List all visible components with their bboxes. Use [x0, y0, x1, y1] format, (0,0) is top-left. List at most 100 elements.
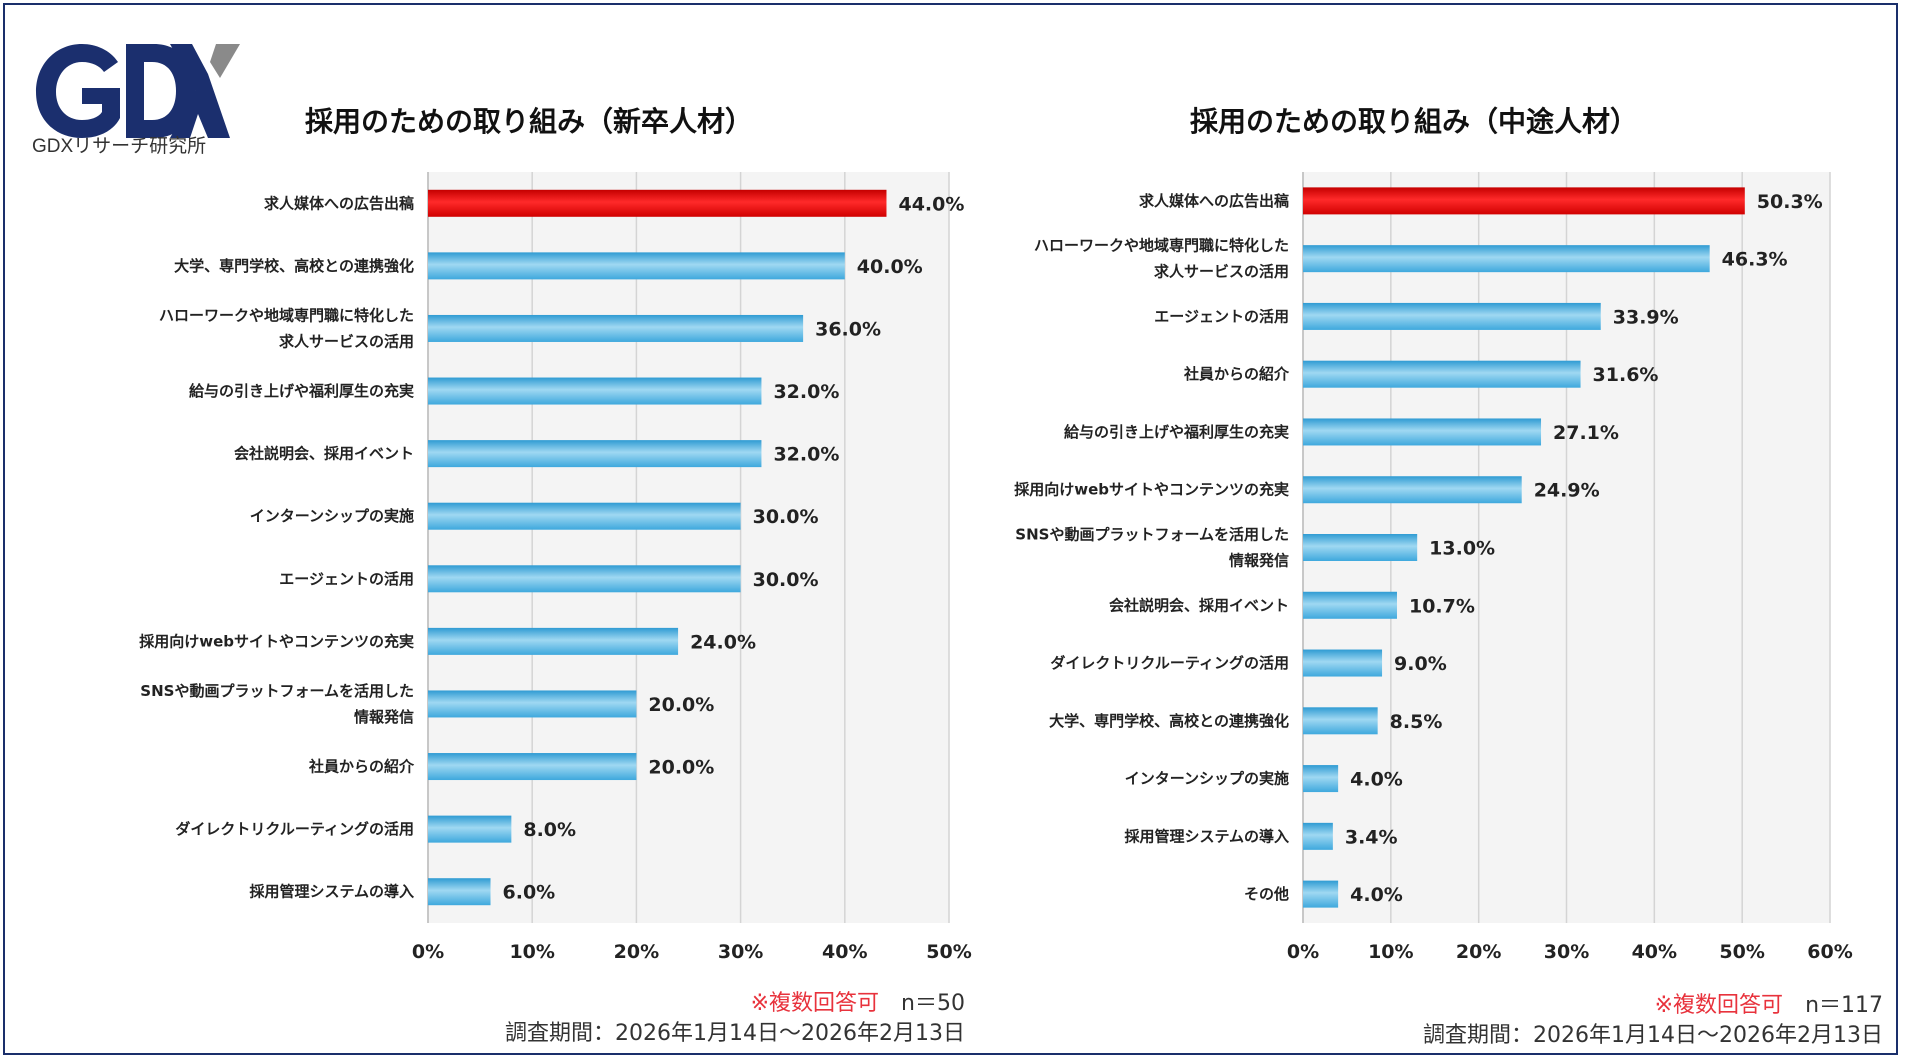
category-label: 大学、専門学校、高校との連携強化	[174, 257, 414, 275]
multiple-answer-note: ※複数回答可	[1654, 993, 1784, 1018]
data-label: 24.0%	[690, 631, 756, 653]
bar-highlight	[1303, 187, 1745, 215]
bar	[1303, 534, 1418, 561]
category-label: 大学、専門学校、高校との連携強化	[1049, 712, 1289, 730]
x-tick-label: 10%	[1368, 941, 1413, 963]
category-label: 求人サービスの活用	[1154, 263, 1289, 281]
category-label: その他	[1244, 885, 1289, 903]
sample-size: n＝117	[1805, 993, 1883, 1018]
data-label: 32.0%	[773, 444, 839, 466]
category-label: 社員からの紹介	[1183, 365, 1290, 383]
data-label: 32.0%	[773, 381, 839, 403]
bar	[428, 815, 512, 843]
data-label: 8.5%	[1390, 711, 1443, 733]
bar	[1303, 360, 1581, 388]
data-label: 46.3%	[1722, 249, 1788, 271]
category-label: 会社説明会、採用イベント	[1109, 596, 1289, 614]
footer-note-new-grad: ※複数回答可 n＝50	[751, 985, 965, 1017]
data-label: 13.0%	[1429, 538, 1495, 560]
brand-name: GDXリサーチ研究所	[32, 136, 207, 157]
category-label: 採用向けwebサイトやコンテンツの充実	[139, 632, 414, 650]
category-label: インターンシップの実施	[1125, 770, 1289, 788]
data-label: 30.0%	[753, 569, 819, 591]
bar	[1303, 245, 1710, 273]
category-label: 求人サービスの活用	[279, 332, 414, 350]
x-tick-label: 50%	[1719, 941, 1764, 963]
bar	[428, 502, 741, 530]
category-label: 求人媒体への広告出稿	[264, 194, 414, 212]
data-label: 44.0%	[898, 193, 964, 215]
logo-letter-d	[126, 44, 196, 138]
bar	[428, 377, 762, 405]
category-label: 採用向けwebサイトやコンテンツの充実	[1014, 481, 1289, 499]
gdx-logo	[36, 44, 240, 138]
bar	[428, 627, 679, 655]
category-label: 情報発信	[1229, 552, 1289, 570]
data-label: 6.0%	[503, 882, 556, 904]
logo-letter-x-gray	[210, 44, 240, 78]
footer-note-mid-career: ※複数回答可 n＝117	[1655, 987, 1883, 1019]
bar	[1303, 765, 1339, 793]
bar	[428, 314, 804, 342]
x-tick-label: 0%	[412, 941, 444, 963]
bar-highlight	[428, 189, 887, 217]
category-label: ハローワークや地域専門職に特化した	[159, 306, 414, 324]
survey-period-mid-career: 調査期間：2026年1月14日～2026年2月13日	[1423, 1023, 1883, 1048]
data-label: 10.7%	[1409, 595, 1475, 617]
x-tick-label: 40%	[1632, 941, 1677, 963]
bar	[1303, 591, 1397, 619]
x-tick-label: 30%	[718, 941, 763, 963]
bar	[428, 690, 637, 718]
category-label: ダイレクトリクルーティングの活用	[1050, 654, 1289, 672]
data-label: 30.0%	[753, 506, 819, 528]
category-label: 会社説明会、採用イベント	[234, 445, 414, 463]
x-tick-label: 30%	[1544, 941, 1589, 963]
data-label: 50.3%	[1757, 191, 1823, 213]
data-label: 27.1%	[1553, 422, 1619, 444]
multiple-answer-note: ※複数回答可	[750, 991, 880, 1016]
category-label: エージェントの活用	[1154, 307, 1289, 325]
bar	[1303, 476, 1522, 504]
bar	[1303, 302, 1601, 330]
x-tick-label: 40%	[822, 941, 867, 963]
data-label: 4.0%	[1350, 884, 1403, 906]
data-label: 36.0%	[815, 318, 881, 340]
x-tick-label: 60%	[1807, 941, 1852, 963]
category-label: エージェントの活用	[279, 570, 414, 588]
x-tick-label: 50%	[926, 941, 971, 963]
chart-title-new-grad: 採用のための取り組み（新卒人材）	[305, 105, 754, 138]
bar	[428, 252, 845, 280]
category-label: 給与の引き上げや福利厚生の充実	[1064, 423, 1289, 441]
category-label: 情報発信	[354, 708, 414, 726]
category-label: ハローワークや地域専門職に特化した	[1034, 237, 1289, 255]
data-label: 20.0%	[648, 757, 714, 779]
chart-title-mid-career: 採用のための取り組み（中途人材）	[1190, 105, 1639, 138]
data-label: 33.9%	[1613, 306, 1679, 328]
category-label: ダイレクトリクルーティングの活用	[175, 820, 414, 838]
data-label: 9.0%	[1394, 653, 1447, 675]
logo-letter-x-navy	[170, 44, 230, 138]
category-label: 求人媒体への広告出稿	[1139, 192, 1289, 210]
x-tick-label: 0%	[1287, 941, 1319, 963]
logo-letter-g	[36, 44, 120, 138]
data-label: 8.0%	[523, 819, 576, 841]
bar	[1303, 707, 1378, 735]
data-label: 20.0%	[648, 694, 714, 716]
bar	[1303, 418, 1542, 446]
data-label: 3.4%	[1345, 826, 1398, 848]
category-label: SNSや動画プラットフォームを活用した	[1015, 526, 1289, 544]
category-label: インターンシップの実施	[250, 507, 414, 525]
bar	[428, 565, 741, 593]
bar	[1303, 649, 1383, 677]
category-label: 採用管理システムの導入	[249, 883, 414, 901]
category-label: SNSや動画プラットフォームを活用した	[140, 682, 414, 700]
sample-size: n＝50	[901, 991, 965, 1016]
category-label: 社員からの紹介	[308, 758, 415, 776]
category-label: 採用管理システムの導入	[1124, 827, 1289, 845]
x-tick-label: 10%	[509, 941, 554, 963]
category-label: 給与の引き上げや福利厚生の充実	[189, 382, 414, 400]
bar	[1303, 822, 1333, 850]
bar	[428, 440, 762, 468]
bar	[428, 878, 491, 906]
